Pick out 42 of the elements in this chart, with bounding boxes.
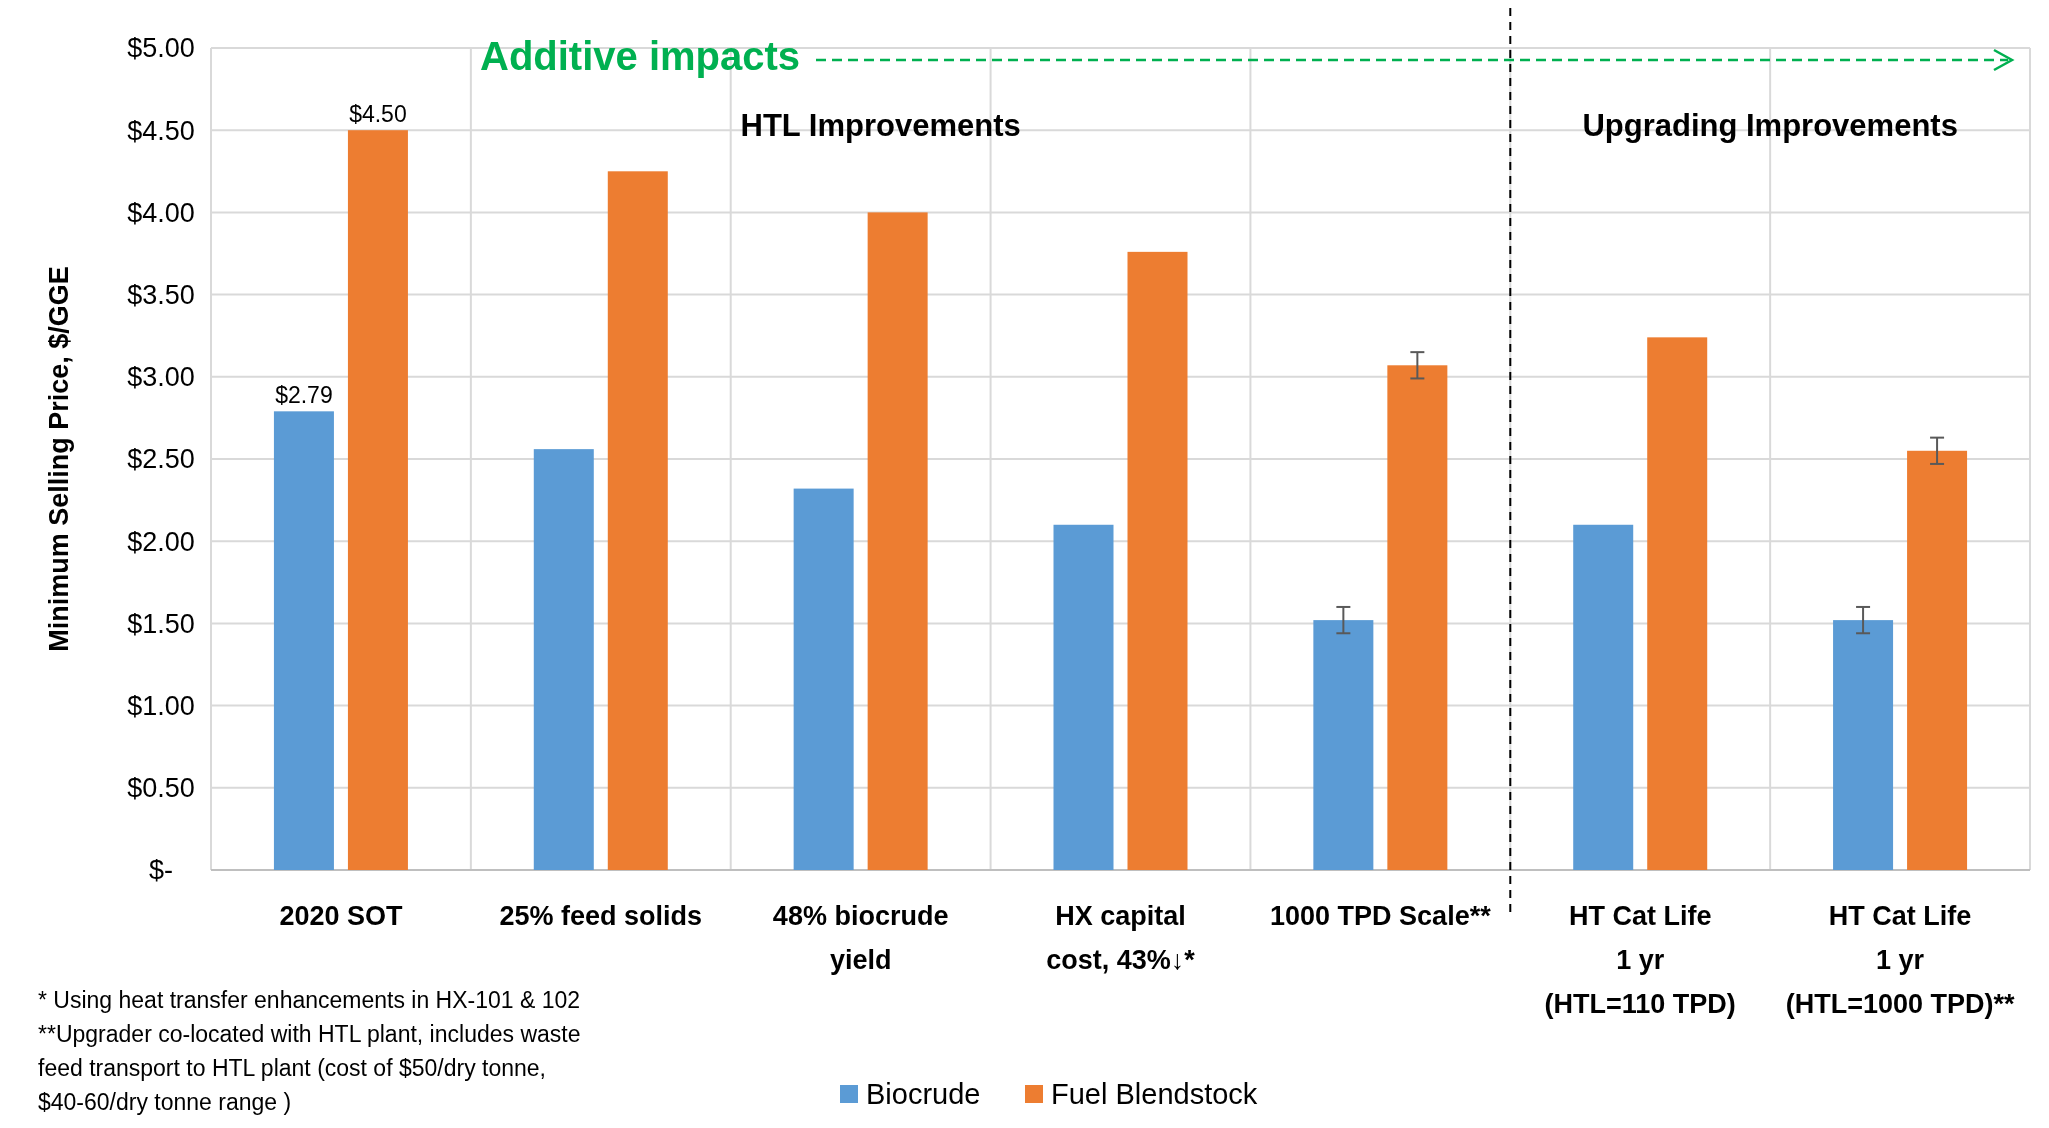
text: **Upgrader co-located with HTL plant, includes waste feed transport to HTL plant (cost of $50/dry tonne, $40-60/dry tonne range ) [38,1021,581,1115]
bar [1127,251,1188,870]
x-tick-label: 2020 SOT [279,901,403,931]
y-tick-label: $4.00 [127,197,195,228]
y-axis-title: Minimum Selling Price, $/GGE [44,266,74,652]
y-tick-label: $2.50 [127,444,195,475]
y-tick-label: $0.50 [127,773,195,804]
legend-label: Fuel Blendstock [1051,1078,1258,1111]
x-tick-label: HT Cat Life 1 yr (HTL=110 TPD) [1544,901,1736,1019]
bar [607,171,668,870]
bar [533,449,594,870]
y-tick-label: $4.50 [127,115,195,146]
annotation: Upgrading Improvements [1582,108,1958,143]
bar [1647,337,1708,870]
bar [273,411,334,870]
x-tick-label: HX capital cost, 43%↓* [1046,901,1196,975]
bar [1907,450,1968,870]
y-tick-label: $1.50 [127,608,195,639]
y-tick-label: $3.00 [127,362,195,393]
bar [793,488,854,870]
y-tick-label: $1.00 [127,691,195,722]
x-tick-label: 48% biocrude yield [772,901,949,975]
text: * Using heat transfer enhancements in HX-101 & 102 [38,987,581,1013]
x-tick-label: HT Cat Life 1 yr (HTL=1000 TPD)** [1785,901,2015,1019]
bar [1573,524,1634,870]
y-tick-label: $2.00 [127,526,195,557]
legend-label: Biocrude [866,1078,981,1111]
bar [867,212,928,870]
bar [1313,620,1374,870]
data-label: $4.50 [349,101,407,128]
data-label: $2.79 [275,382,333,409]
annotation: HTL Improvements [740,108,1021,143]
bar [1053,524,1114,870]
y-tick-label: $5.00 [127,33,195,64]
x-tick-label: 25% feed solids [499,901,703,931]
y-tick-label: $- [148,855,174,886]
annotation: Additive impacts [480,34,801,78]
bar [1833,620,1894,870]
y-tick-label: $3.50 [127,280,195,311]
bar [347,130,408,870]
bar [1387,365,1448,870]
x-tick-label: 1000 TPD Scale** [1270,901,1492,931]
